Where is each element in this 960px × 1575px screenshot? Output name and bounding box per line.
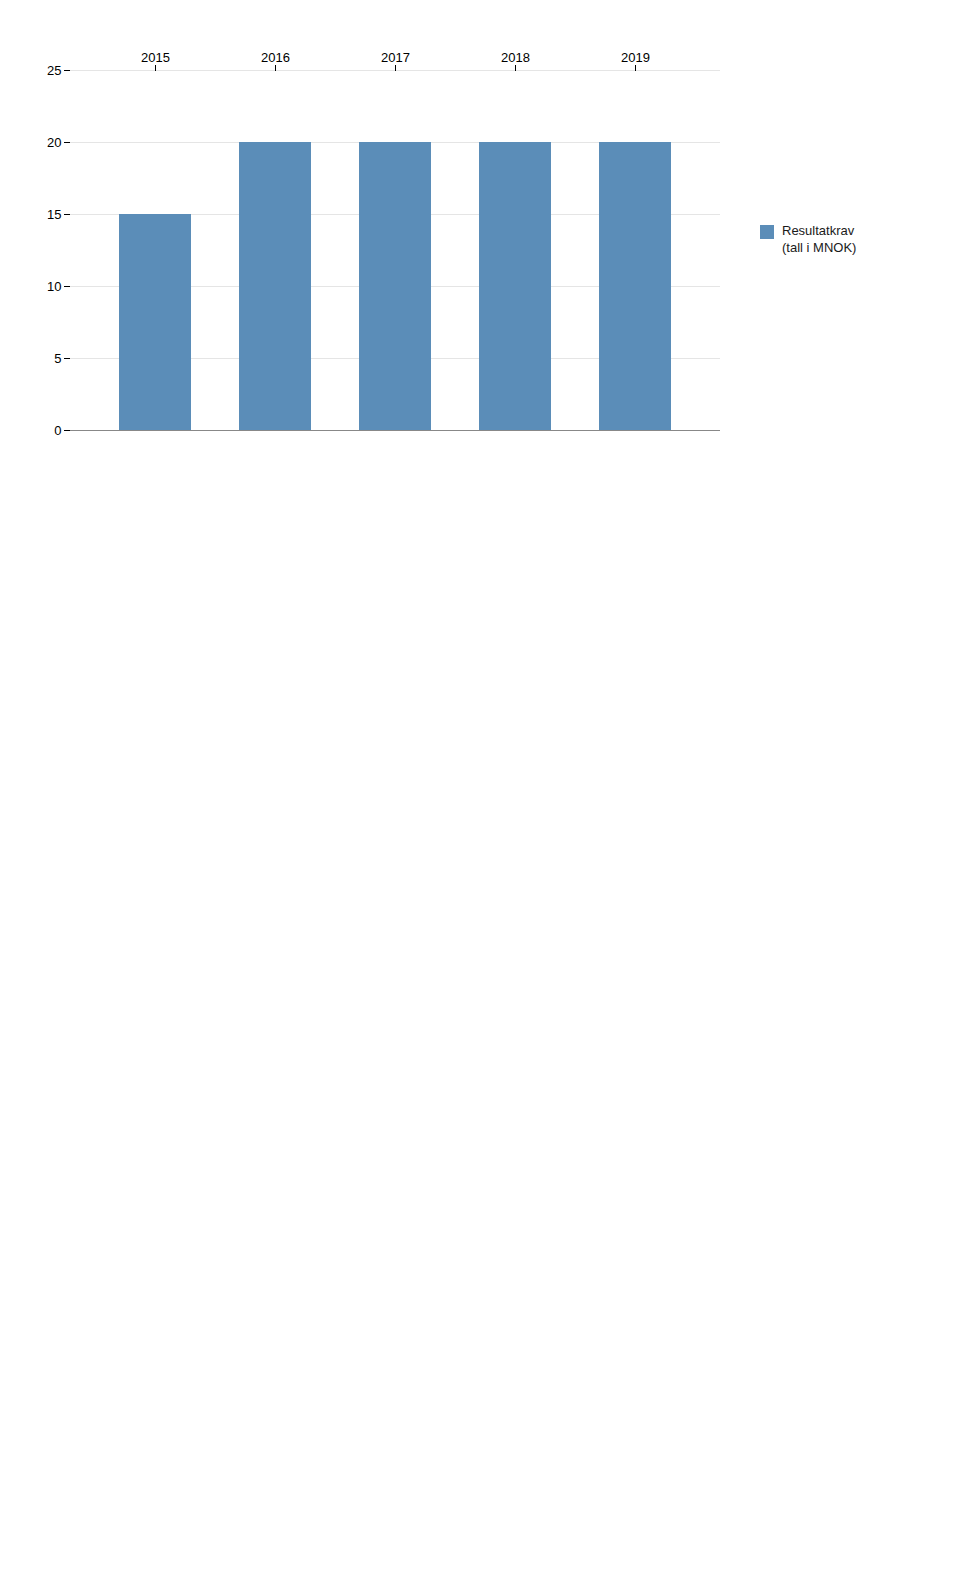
- svg-text:25: 25: [47, 63, 61, 78]
- svg-text:2017: 2017: [381, 50, 410, 65]
- svg-text:2016: 2016: [261, 50, 290, 65]
- svg-text:15: 15: [47, 207, 61, 222]
- svg-text:5: 5: [54, 351, 61, 366]
- svg-text:2019: 2019: [621, 50, 650, 65]
- svg-text:2018: 2018: [501, 50, 530, 65]
- svg-text:0: 0: [54, 423, 61, 438]
- svg-text:20: 20: [47, 135, 61, 150]
- svg-text:2015: 2015: [141, 50, 170, 65]
- html-text:Resultatkrav (tall i MNOK): Resultatkrav (tall i MNOK): [782, 223, 857, 255]
- svg-text:10: 10: [47, 279, 61, 294]
